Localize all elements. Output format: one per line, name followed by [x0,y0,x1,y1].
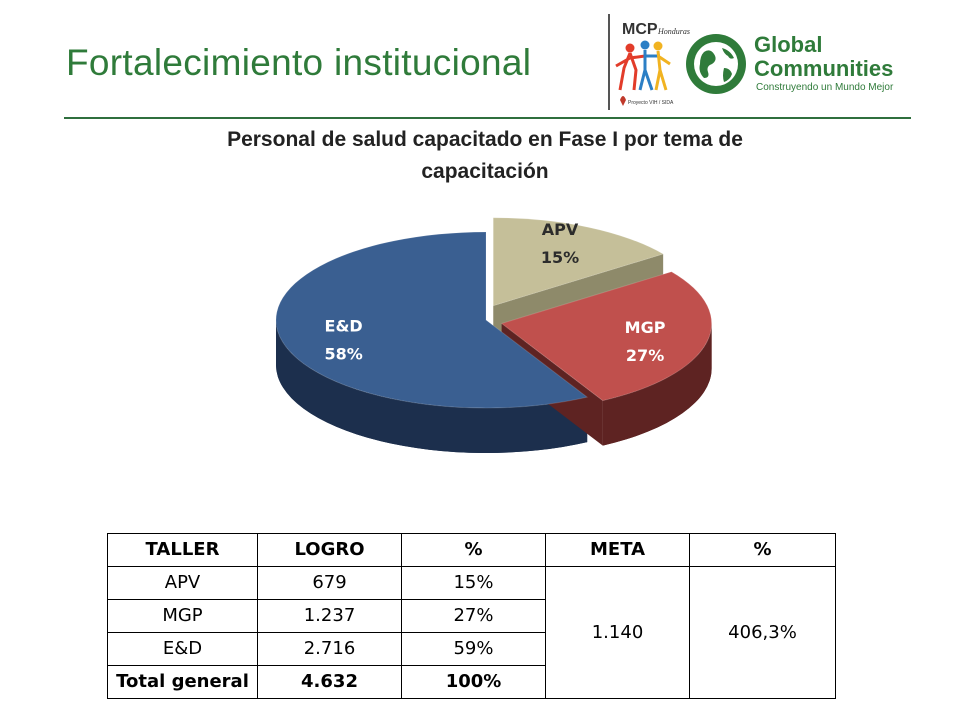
gc-logo-line2: Communities [754,56,893,81]
pie-slice-apv [492,217,665,307]
chart-title-line-2: capacitación [421,160,549,183]
pie-label-pct-apv: 15% [541,248,579,267]
table-header-row: TALLER LOGRO % META % [107,533,836,567]
cell-meta: 1.140 [545,566,690,699]
pie-side-faces [276,254,712,454]
table-row: MGP 1.237 27% [107,599,836,633]
logos-group: MCP Honduras Proyecto VIH / SIDA Global … [608,14,894,110]
cell-total-pct: 100% [401,665,546,699]
pie-slice-cut-apv [493,254,664,351]
cell-taller: MGP [107,599,258,633]
cell-logro: 2.716 [257,632,402,666]
cell-meta-pct: 406,3% [689,566,836,699]
cell-taller: APV [107,566,258,600]
cell-pct: 27% [401,599,546,633]
header-taller: TALLER [107,533,258,567]
data-table: TALLER LOGRO % META % APV 679 15% 1.140 … [107,533,836,699]
chart-title-line-1: Personal de salud capacitado en Fase I p… [227,128,743,151]
header-logro: LOGRO [257,533,402,567]
table-row: APV 679 15% 1.140 406,3% [107,566,836,699]
mcp-logo: MCP Honduras Proyecto VIH / SIDA [608,14,690,110]
pie-slice-side-mgp [602,323,712,446]
pie-slice-side-e-d [276,320,588,454]
globe-icon [699,48,734,82]
mcp-logo-name: MCP [622,21,658,38]
chart-title: Personal de salud capacitado en Fase I p… [140,124,830,188]
pie-labels: APV 15% MGP 27% E&D 58% [324,220,665,365]
ribbon-icon [620,96,626,106]
pie-slice-mgp [500,271,713,402]
pie-label-mgp: MGP [625,318,666,337]
cell-total-logro: 4.632 [257,665,402,699]
cell-taller: E&D [107,632,258,666]
pie-slice-cut-mgp [501,323,603,446]
page-title: Fortalecimiento institucional [66,42,532,83]
global-communities-logo: Global Communities Construyendo un Mundo… [686,32,894,94]
pie-label-pct-e-d: 58% [324,344,362,363]
table-total-row: Total general 4.632 100% [107,665,836,699]
header-pct: % [401,533,546,567]
cell-total-taller: Total general [107,665,258,699]
pie-label-e-d: E&D [325,316,363,335]
header-meta-pct: % [689,533,836,567]
pie-label-apv: APV [542,220,579,239]
cell-logro: 679 [257,566,402,600]
pie-slice-side-e-d [276,320,588,454]
mcp-logo-suffix: Honduras [657,27,690,36]
header-meta: META [545,533,690,567]
pie-slice-side-mgp [602,323,712,446]
cell-pct: 15% [401,566,546,600]
mcp-logo-tagline: Proyecto VIH / SIDA [628,100,674,106]
people-icon [615,40,671,91]
pie-top-faces [275,217,713,409]
title-divider [64,117,911,119]
cell-logro: 1.237 [257,599,402,633]
gc-logo-tagline: Construyendo un Mundo Mejor [756,82,894,93]
cell-pct: 59% [401,632,546,666]
pie-slice-e-d [275,231,589,409]
gc-logo-line1: Global [754,32,822,57]
pie-label-pct-mgp: 27% [626,346,664,365]
